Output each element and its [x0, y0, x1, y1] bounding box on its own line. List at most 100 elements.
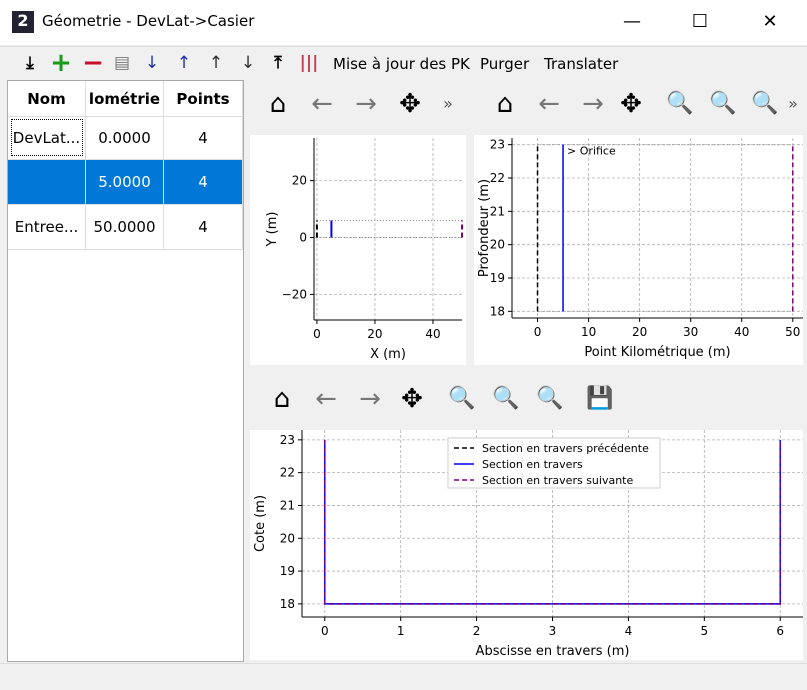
x-axis-label: X (m)	[370, 347, 406, 362]
series-line-2	[324, 439, 781, 605]
main-toolbar: ⤓ + − ▤ ↓ ↑ ↑ ↓ ⤒ ||| Mise à jour des PK…	[0, 46, 807, 79]
x-tick-label: 3	[549, 624, 557, 638]
y-tick-label: 19	[280, 564, 295, 578]
move-down-icon[interactable]: ↓	[240, 53, 256, 73]
plan-nav-toolbar: ⌂ ← → ✥ »	[258, 84, 468, 124]
y-axis-label: Cote (m)	[253, 495, 268, 552]
home-icon[interactable]: ⌂	[496, 89, 514, 119]
translate-button[interactable]: Translater	[544, 55, 619, 73]
y-tick-label: 18	[490, 304, 505, 318]
more-icon[interactable]: »	[443, 94, 453, 113]
legend-entry: Section en travers précédente	[482, 442, 649, 455]
table-row[interactable]: Entree... 50.0000 4	[8, 205, 243, 250]
y-tick-label: 18	[280, 597, 295, 611]
purge-button[interactable]: Purger	[480, 55, 530, 73]
zoom-1-icon[interactable]: 🔍	[492, 386, 520, 411]
title-bar: 2 Géometrie - DevLat->Casier — ☐ ✕	[0, 0, 807, 45]
y-tick-label: 20	[292, 174, 307, 188]
cell-name[interactable]	[8, 160, 86, 204]
add-icon[interactable]: +	[50, 48, 72, 78]
x-tick-label: 6	[776, 624, 784, 638]
import-icon[interactable]: ⤓	[26, 53, 34, 73]
y-tick-label: 22	[490, 171, 505, 185]
legend-entry: Section en travers suivante	[482, 474, 633, 487]
table-row[interactable]: DevLat... 0.0000 4	[8, 116, 243, 160]
profile-plot[interactable]: 0 10 20 30 40 50 18 19 20 21 22 23 Point Kilométriqu…	[474, 135, 803, 365]
x-tick-label: 20	[632, 325, 647, 339]
x-tick-label: 40	[425, 327, 440, 341]
cell-points[interactable]: 4	[164, 160, 243, 204]
x-tick-label: 5	[700, 624, 708, 638]
y-tick-label: 20	[280, 531, 295, 545]
home-icon[interactable]: ⌂	[273, 384, 291, 414]
zoom-fit-icon[interactable]: 🔍	[536, 386, 564, 411]
x-tick-label: 30	[683, 325, 698, 339]
zoom-icon[interactable]: 🔍	[448, 386, 476, 411]
zoom-icon[interactable]: 🔍	[666, 91, 694, 116]
y-axis-label: Y (m)	[265, 212, 280, 248]
minimize-button[interactable]: —	[623, 11, 641, 32]
status-bar	[0, 663, 807, 690]
x-tick-label: 20	[367, 327, 382, 341]
more-icon[interactable]: »	[788, 94, 798, 113]
back-icon[interactable]: ←	[315, 384, 337, 414]
update-pk-button[interactable]: Mise à jour des PK	[333, 55, 470, 73]
sections-table: Nom lométrie Points DevLat... 0.0000 4 5…	[7, 80, 244, 662]
back-icon[interactable]: ←	[538, 89, 560, 119]
zoom-1-icon[interactable]: 🔍	[709, 91, 737, 116]
y-tick-label: 21	[490, 204, 505, 218]
table-row-selected[interactable]: 5.0000 4	[8, 160, 243, 205]
header-points[interactable]: Points	[164, 81, 243, 116]
move-up-icon[interactable]: ↑	[208, 53, 224, 73]
y-tick-label: 20	[490, 238, 505, 252]
cell-pk[interactable]: 5.0000	[86, 160, 164, 204]
barcode-icon[interactable]: |||	[299, 53, 319, 73]
legend-entry: Section en travers	[482, 458, 583, 471]
forward-icon[interactable]: →	[359, 384, 381, 414]
orifice-annotation: > Orifice	[567, 145, 616, 158]
export-icon[interactable]: ⤒	[274, 53, 282, 73]
cell-name[interactable]: Entree...	[8, 205, 86, 249]
cell-pk[interactable]: 0.0000	[86, 116, 164, 159]
window-title: Géometrie - DevLat->Casier	[42, 12, 255, 30]
pan-icon[interactable]: ✥	[399, 89, 421, 119]
cell-points[interactable]: 4	[164, 116, 243, 159]
notes-icon[interactable]: ▤	[113, 53, 131, 73]
pan-icon[interactable]: ✥	[620, 89, 642, 119]
sort-ascending-icon[interactable]: ↑	[176, 53, 192, 73]
section-nav-toolbar: ⌂ ← → ✥ 🔍 🔍 🔍 💾	[262, 379, 642, 419]
cell-points[interactable]: 4	[164, 205, 243, 249]
plan-view-plot[interactable]: 0 20 40 −20 0 20 X (m) Y (m)	[250, 135, 466, 365]
x-axis-label: Abscisse en travers (m)	[476, 644, 630, 659]
x-tick-label: 2	[473, 624, 481, 638]
remove-icon[interactable]: −	[82, 48, 104, 78]
close-button[interactable]: ✕	[762, 11, 778, 32]
y-tick-label: 19	[490, 271, 505, 285]
zoom-fit-icon[interactable]: 🔍	[751, 91, 779, 116]
forward-icon[interactable]: →	[582, 89, 604, 119]
cell-name[interactable]: DevLat...	[8, 116, 86, 159]
y-tick-label: 23	[490, 138, 505, 152]
x-tick-label: 0	[321, 624, 329, 638]
maximize-button[interactable]: ☐	[691, 11, 709, 32]
pan-icon[interactable]: ✥	[401, 384, 423, 414]
x-tick-label: 4	[625, 624, 633, 638]
back-icon[interactable]: ←	[311, 89, 333, 119]
header-pk[interactable]: lométrie	[86, 81, 164, 116]
profile-nav-toolbar: ⌂ ← → ✥ 🔍 🔍 🔍 »	[485, 84, 805, 124]
home-icon[interactable]: ⌂	[269, 89, 287, 119]
save-icon[interactable]: 💾	[586, 386, 614, 411]
y-tick-label: 0	[299, 231, 307, 245]
sort-descending-icon[interactable]: ↓	[144, 53, 160, 73]
header-nom[interactable]: Nom	[8, 81, 86, 116]
forward-icon[interactable]: →	[355, 89, 377, 119]
cell-pk[interactable]: 50.0000	[86, 205, 164, 249]
y-tick-label: 22	[280, 466, 295, 480]
app-icon: 2	[12, 11, 34, 33]
x-tick-label: 40	[734, 325, 749, 339]
y-tick-label: −20	[282, 287, 307, 301]
x-tick-label: 10	[581, 325, 596, 339]
x-tick-label: 0	[313, 327, 321, 341]
x-axis-label: Point Kilométrique (m)	[584, 345, 730, 360]
